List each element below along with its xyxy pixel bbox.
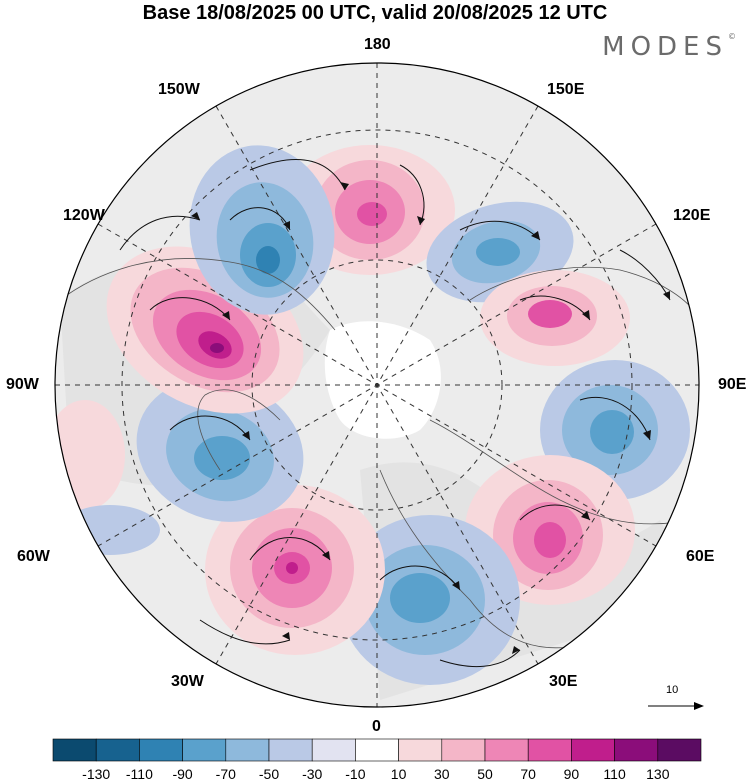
lon-label-30e: 30E	[549, 673, 578, 690]
colorbar-tick-label: -10	[345, 766, 366, 782]
brand-text: MODES	[602, 32, 728, 62]
colorbar-swatch	[52, 738, 97, 762]
map-boundary	[54, 62, 700, 708]
brand-mark: ©	[728, 32, 736, 41]
colorbar-swatch	[398, 738, 443, 762]
lon-label-90e: 90E	[718, 376, 747, 393]
colorbar-swatch	[139, 738, 183, 762]
reference-vector	[648, 702, 704, 710]
colorbar-tick-label: -130	[82, 766, 111, 782]
map-field	[55, 63, 699, 707]
lon-label-60w: 60W	[17, 548, 50, 565]
colorbar-swatch	[95, 738, 140, 762]
colorbar-tick-label: 10	[390, 766, 407, 782]
colorbar-swatch	[225, 738, 270, 762]
wind-arrowheads	[191, 182, 670, 654]
lon-label-150e: 150E	[547, 81, 585, 98]
reference-vector-label: 10	[666, 684, 679, 696]
lon-label-120e: 120E	[673, 207, 711, 224]
colorbar-tick-label: -90	[172, 766, 193, 782]
colorbar-swatch	[311, 738, 356, 762]
colorbar-tick-label: 70	[520, 766, 536, 782]
lon-label-0: 0	[372, 718, 381, 735]
lon-label-150w: 150W	[158, 81, 200, 98]
colorbar-tick-label: -30	[302, 766, 323, 782]
colorbar-swatch	[355, 738, 399, 762]
brand-logo: MODES©	[602, 32, 736, 62]
colorbar-swatch	[527, 738, 572, 762]
colorbar-tick-label: -70	[215, 766, 236, 782]
colorbar	[52, 738, 702, 762]
colorbar-tick-label: -50	[258, 766, 280, 782]
colorbar-swatch	[571, 738, 615, 762]
lon-label-30w: 30W	[171, 673, 204, 690]
colorbar-tick-label: 110	[603, 766, 626, 782]
lon-label-90w: 90W	[6, 376, 39, 393]
colorbar-swatch	[182, 738, 227, 762]
colorbar-tick-label: -110	[125, 766, 153, 782]
lon-label-180: 180	[364, 36, 391, 53]
colorbar-tick-label: 50	[477, 766, 493, 782]
colorbar-swatch	[441, 738, 486, 762]
colorbar-tick-label: 30	[434, 766, 450, 782]
colorbar-swatch	[657, 738, 702, 762]
lon-label-60e: 60E	[686, 548, 715, 565]
colorbar-tick-label: 130	[646, 766, 670, 782]
map-title: Base 18/08/2025 00 UTC, valid 20/08/2025…	[142, 2, 608, 24]
colorbar-swatch	[268, 738, 313, 762]
colorbar-swatch	[484, 738, 529, 762]
lon-label-120w: 120W	[63, 207, 105, 224]
colorbar-swatch	[614, 738, 659, 762]
colorbar-tick-label: 90	[563, 766, 580, 782]
